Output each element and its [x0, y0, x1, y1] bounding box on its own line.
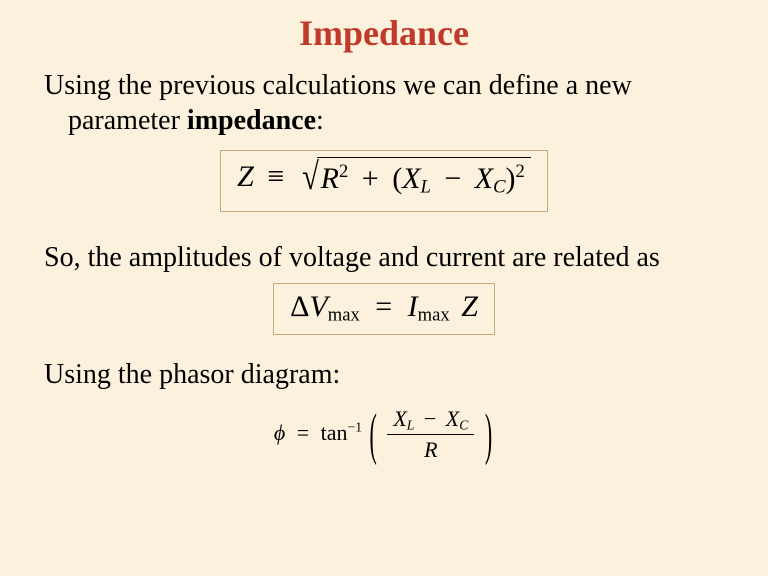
eq3-num-minus: − — [424, 406, 436, 431]
eq3-frac: XL − XC R — [387, 406, 474, 463]
eq2-V-sub: max — [328, 305, 360, 326]
eq1-R-exp: 2 — [339, 161, 348, 182]
equation-impedance-wrap: Z ≡ √ R2 + (XL − XC)2 — [0, 150, 768, 212]
eq3-num-XC-base: X — [446, 406, 459, 431]
eq1-R: R — [321, 162, 339, 195]
eq1-rparen: ) — [506, 162, 516, 195]
eq1-relation: ≡ — [267, 160, 284, 193]
eq3-tan: tan — [321, 420, 348, 445]
equation-vmax-box: ΔVmax = Imax Z — [273, 283, 495, 335]
eq3-phi: ϕ — [274, 420, 285, 445]
eq2-delta: Δ — [290, 290, 309, 323]
eq2-I: I — [408, 290, 418, 323]
eq3-frac-den: R — [387, 434, 474, 463]
eq3-frac-num: XL − XC — [387, 406, 474, 434]
slide-title: Impedance — [0, 12, 768, 54]
eq1-plus: + — [362, 162, 379, 195]
eq2-I-sub: max — [418, 305, 450, 326]
eq3-den-R: R — [424, 437, 437, 462]
paragraph-intro-post: : — [316, 105, 324, 136]
radical-icon: √ — [302, 155, 319, 199]
paragraph-intro-pre: Using the previous calculations we can d… — [44, 70, 632, 136]
equation-vmax-wrap: ΔVmax = Imax Z — [0, 283, 768, 335]
eq1-lparen: ( — [392, 162, 402, 195]
equation-phi: ϕ = tan−1 ( XL − XC R ) — [274, 420, 494, 445]
eq3-rparen: ) — [485, 401, 492, 469]
slide: Impedance Using the previous calculation… — [0, 0, 768, 576]
eq3-tan-exp: −1 — [348, 419, 363, 434]
eq1-XC-base: X — [475, 162, 493, 195]
eq1-XL-sub: L — [421, 177, 431, 198]
eq3-lparen: ( — [370, 401, 377, 469]
equation-impedance-box: Z ≡ √ R2 + (XL − XC)2 — [220, 150, 548, 212]
equation-phi-wrap: ϕ = tan−1 ( XL − XC R ) — [0, 406, 768, 463]
eq1-radicand: R2 + (XL − XC)2 — [317, 157, 531, 198]
eq1-XL-base: X — [402, 162, 420, 195]
eq3-eq: = — [297, 420, 309, 445]
paragraph-intro: Using the previous calculations we can d… — [24, 68, 768, 138]
equation-impedance: Z ≡ √ R2 + (XL − XC)2 — [237, 160, 531, 193]
eq3-num-XL-base: X — [393, 406, 406, 431]
paragraph-phasor: Using the phasor diagram: — [24, 357, 768, 392]
eq1-group-exp: 2 — [516, 161, 525, 182]
eq2-Z: Z — [461, 290, 478, 323]
eq3-num-XL-sub: L — [407, 417, 415, 432]
paragraph-amplitudes: So, the amplitudes of voltage and curren… — [24, 240, 768, 275]
eq2-V: V — [309, 290, 327, 323]
equation-vmax: ΔVmax = Imax Z — [290, 290, 478, 323]
eq1-XC-sub: C — [493, 177, 505, 198]
eq3-num-XC-sub: C — [459, 417, 468, 432]
eq1-sqrt: √ R2 + (XL − XC)2 — [300, 157, 531, 201]
eq2-eq: = — [375, 290, 392, 323]
eq1-lhs: Z — [237, 160, 254, 193]
paragraph-intro-bold: impedance — [187, 105, 316, 136]
eq1-minus: − — [444, 162, 461, 195]
